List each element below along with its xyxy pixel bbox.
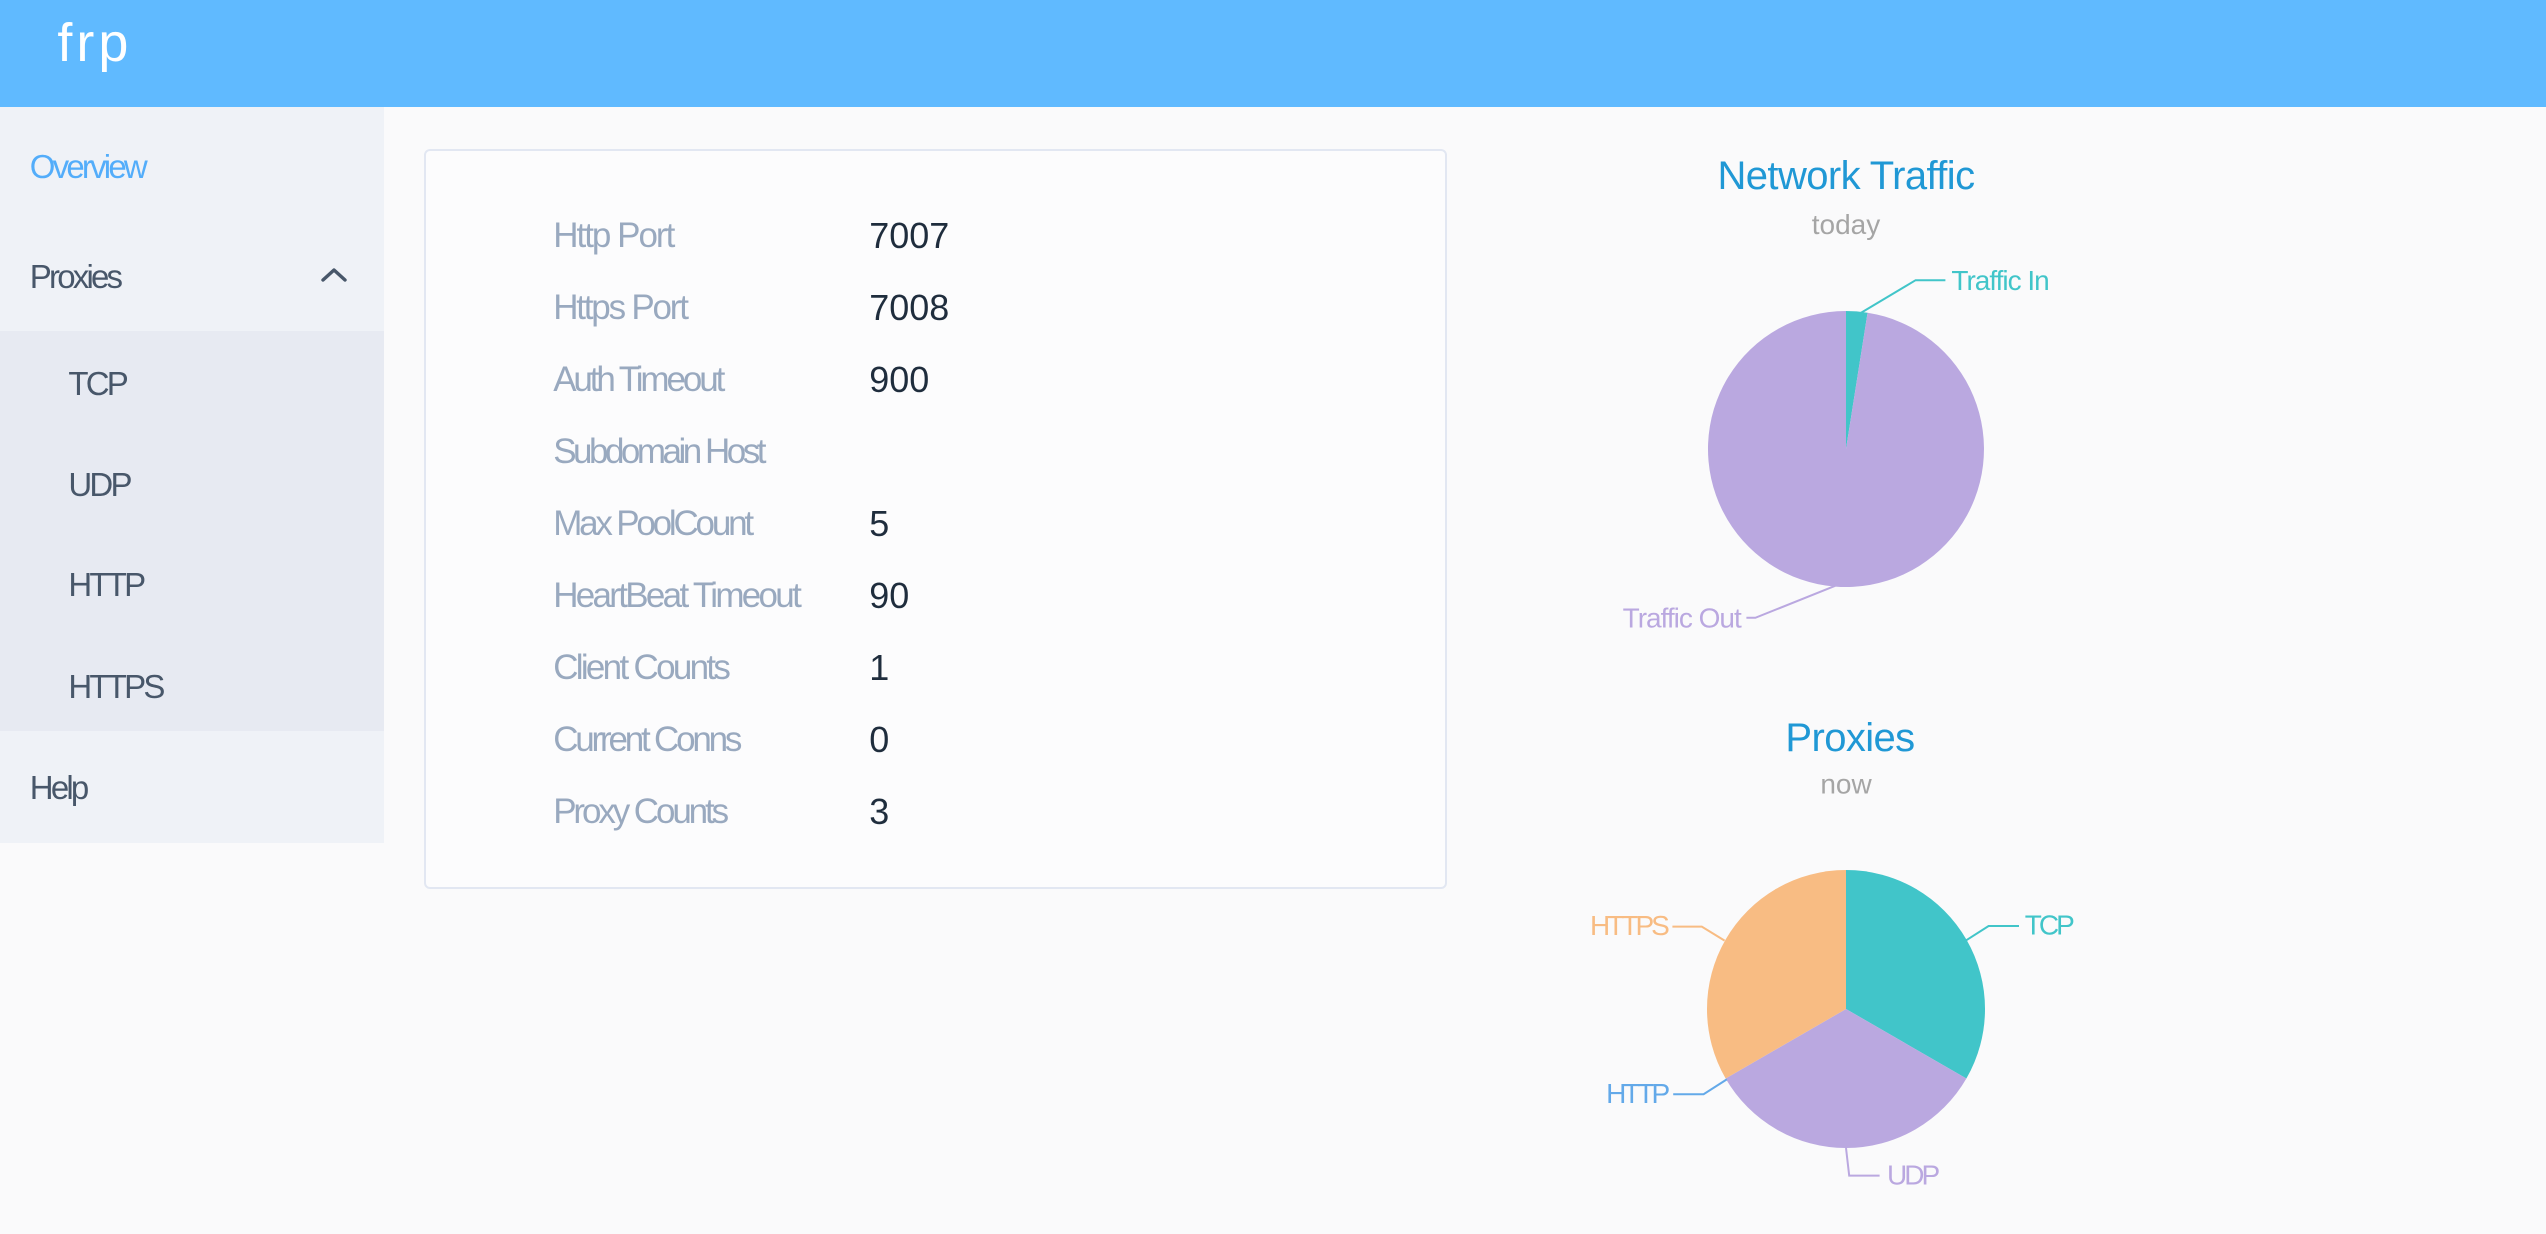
svg-text:now: now [1820,769,1872,800]
svg-text:HTTPS: HTTPS [1590,910,1669,941]
svg-text:HTTP: HTTP [1606,1078,1669,1109]
svg-text:Traffic Out: Traffic Out [1623,603,1742,634]
svg-text:TCP: TCP [2025,910,2074,941]
svg-text:today: today [1812,209,1881,240]
svg-text:Proxies: Proxies [1785,716,1914,760]
svg-text:Network Traffic: Network Traffic [1718,154,1975,198]
svg-text:UDP: UDP [1887,1160,1939,1191]
svg-text:Traffic In: Traffic In [1951,265,2048,296]
